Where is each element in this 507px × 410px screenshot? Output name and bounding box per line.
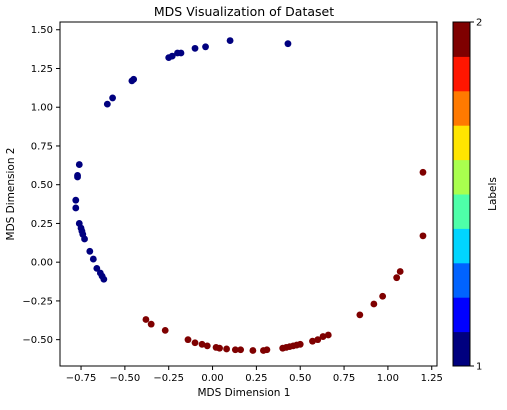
- y-tick-label: 0.00: [31, 258, 53, 269]
- scatter-point-label-1-5: [174, 49, 181, 57]
- scatter-point-label-2-24: [212, 344, 220, 351]
- x-tick-label: −0.25: [153, 373, 184, 384]
- scatter-point-label-1-1: [226, 37, 234, 44]
- scatter-point-label-2-21: [231, 346, 239, 354]
- scatter-point-label-1-14: [74, 173, 81, 181]
- y-axis: −0.50 −0.25 0.00 0.25 0.50 0.75 1.00 1.25 1.50: [22, 25, 60, 346]
- y-tick-label: 1.00: [31, 103, 53, 114]
- scatter-point-label-1-0: [284, 40, 292, 48]
- colorbar-segment: [453, 159, 470, 195]
- colorbar-label: Labels: [487, 177, 499, 211]
- scatter-point-label-2-2: [396, 268, 404, 275]
- colorbar-tick-label: 1: [476, 362, 482, 373]
- scatter-point-label-1-15: [72, 196, 80, 204]
- x-tick-label: 1.25: [421, 373, 443, 384]
- scatter-point-label-2-3: [393, 274, 401, 282]
- scatter-point-label-2-25: [203, 342, 211, 350]
- colorbar-frame: [452, 21, 471, 367]
- scatter-point-label-1-22: [86, 247, 94, 255]
- y-tick-label: −0.50: [22, 335, 53, 346]
- scatter-point-label-1-9: [128, 77, 136, 85]
- scatter-point-label-1-10: [109, 94, 116, 102]
- scatter-point-label-2-19: [249, 347, 257, 354]
- scatter-point-label-2-31: [142, 316, 150, 323]
- scatter-point-label-1-2: [202, 43, 209, 51]
- scatter-point-label-2-0: [419, 168, 427, 176]
- x-tick-label: −0.50: [110, 373, 141, 384]
- colorbar-segment: [453, 90, 470, 126]
- scatter-point-label-1-23: [89, 255, 97, 263]
- scatter-point-label-2-9: [314, 336, 322, 344]
- scatter-point-label-2-29: [161, 326, 169, 334]
- y-tick-label: −0.25: [22, 296, 53, 307]
- scatter-point-label-2-4: [379, 292, 387, 300]
- plot-frame: [59, 21, 438, 367]
- scatter-point-label-1-11: [103, 100, 111, 108]
- x-tick-label: −0.75: [66, 373, 97, 384]
- x-tick-label: 0.25: [245, 373, 267, 384]
- x-tick-label: 0.50: [289, 373, 311, 384]
- scatter-point-label-2-10: [309, 337, 316, 345]
- colorbar-segment: [453, 194, 470, 229]
- scatter-point-label-2-6: [356, 311, 364, 319]
- scatter-point-label-2-7: [324, 331, 332, 339]
- chart-title: MDS Visualization of Dataset: [154, 4, 334, 19]
- scatter-point-label-1-7: [165, 54, 173, 62]
- colorbar-segment: [453, 262, 470, 298]
- y-tick-label: 0.75: [31, 141, 53, 152]
- scatter-point-label-2-28: [184, 336, 192, 344]
- scatter-point-label-2-5: [370, 300, 378, 308]
- colorbar-segment: [453, 331, 470, 367]
- scatter-point-label-2-18: [260, 347, 267, 354]
- scatter-point-label-2-1: [419, 232, 427, 240]
- scatter-point-label-2-22: [223, 345, 230, 353]
- y-tick-label: 0.50: [31, 180, 53, 191]
- y-axis-label: MDS Dimension 2: [5, 148, 17, 241]
- scatter-point-label-1-12: [75, 161, 83, 168]
- colorbar-tick-label: 2: [476, 18, 482, 29]
- scatter-point-label-2-16: [279, 344, 287, 352]
- scatter-point-label-1-3: [191, 44, 199, 52]
- scatter-point-label-2-26: [198, 340, 206, 348]
- scatter-point-label-2-30: [147, 320, 155, 328]
- scatter-point-label-1-21: [81, 235, 88, 243]
- scatter-points: [72, 37, 427, 354]
- colorbar-segment: [453, 22, 470, 57]
- scatter-point-label-1-16: [72, 204, 80, 212]
- scatter-point-label-1-27: [100, 275, 108, 283]
- colorbar-segment: [453, 297, 470, 333]
- colorbar-segment: [453, 56, 470, 92]
- colorbar-segment: [453, 228, 470, 264]
- scatter-point-label-2-27: [191, 339, 199, 347]
- scatter-point-label-2-8: [319, 333, 327, 340]
- x-tick-label: 0.00: [201, 373, 223, 384]
- x-tick-label: 1.00: [377, 373, 399, 384]
- x-axis-label: MDS Dimension 1: [198, 387, 291, 399]
- y-tick-label: 1.25: [31, 64, 53, 75]
- x-tick-label: 0.75: [333, 373, 355, 384]
- scatter-point-label-1-24: [93, 264, 101, 272]
- colorbar: 12: [452, 18, 482, 373]
- y-tick-label: 0.25: [31, 219, 53, 230]
- scatter-point-label-2-20: [237, 346, 245, 354]
- x-axis: −0.75 −0.50 −0.25 0.00 0.25 0.50 0.75 1.00 1.25: [66, 366, 443, 384]
- y-tick-label: 1.50: [31, 25, 53, 36]
- colorbar-segment: [453, 125, 470, 161]
